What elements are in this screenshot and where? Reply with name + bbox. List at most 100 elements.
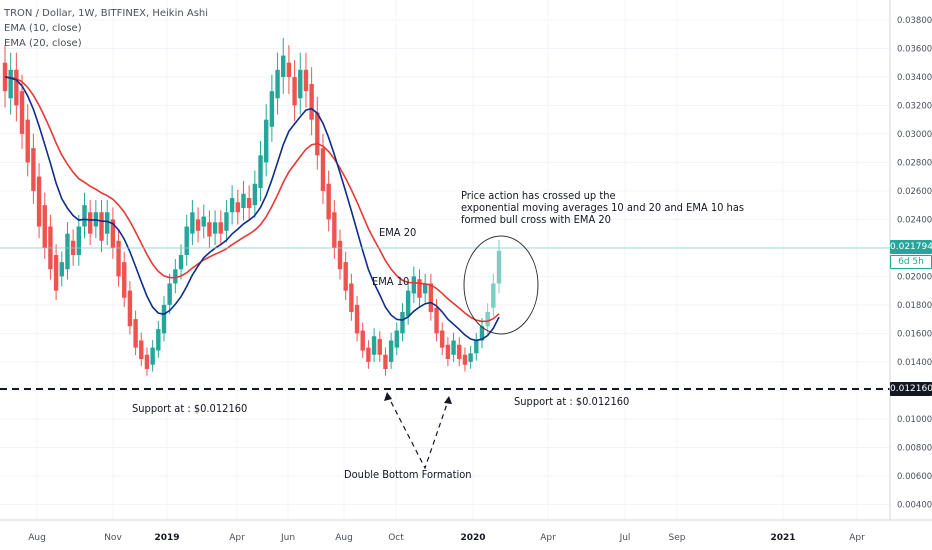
ema20-line	[4, 76, 500, 323]
candle-body	[371, 336, 377, 355]
candle-body	[212, 222, 218, 234]
candle-body	[269, 91, 275, 127]
candle-body	[127, 290, 133, 327]
symbol-title[interactable]: TRON / Dollar, 1W, BITFINEX, Heikin Ashi	[4, 8, 209, 19]
ema20-legend[interactable]: EMA (20, close)	[4, 38, 82, 49]
candle-body	[315, 112, 320, 156]
candle-body	[434, 307, 439, 334]
highlight-circle	[463, 235, 539, 335]
candle-body	[468, 353, 473, 362]
chart-legend: TRON / Dollar, 1W, BITFINEX, Heikin Ashi…	[4, 6, 208, 51]
candle-body	[36, 176, 42, 227]
candle-body	[173, 269, 178, 284]
candle-body	[31, 148, 36, 191]
candle-body	[116, 240, 121, 277]
candle-body	[224, 212, 229, 231]
price-action-line-2: exponential moving averages 10 and 20 an…	[461, 201, 745, 214]
candle-body	[99, 212, 104, 241]
candle-body	[122, 262, 127, 298]
candle-body	[150, 347, 155, 365]
candle-body	[252, 183, 258, 206]
candle-body	[258, 155, 263, 189]
candle-body	[383, 354, 388, 369]
ema10-legend[interactable]: EMA (10, close)	[4, 23, 82, 34]
x-tick-label: 2020	[460, 533, 485, 543]
support-label-right: Support at : $0.012160	[514, 395, 630, 408]
candle-body	[178, 255, 184, 270]
candle-body	[303, 69, 309, 92]
price-action-annotation: Price action has crossed up the exponent…	[461, 190, 744, 226]
ema10-line	[4, 76, 500, 342]
candle-body	[405, 290, 411, 317]
candle-body	[8, 69, 13, 99]
time-axis[interactable]: Aug Nov 2019 Apr Jun Aug Oct 2020 Apr Jul Sep 2021 A…	[28, 533, 865, 543]
candle-body	[417, 279, 422, 298]
x-tick-label: Jun	[280, 533, 295, 543]
candle-body	[428, 283, 434, 312]
candle-body	[105, 212, 110, 234]
current-price-tag: 0.021794	[890, 240, 932, 254]
candle-body	[184, 226, 189, 256]
candle-body	[360, 330, 365, 351]
x-tick-label: Aug	[335, 533, 353, 543]
candle-body	[485, 312, 490, 327]
candle-body	[241, 193, 246, 208]
candle-body	[343, 262, 348, 291]
x-tick-label: Apr	[229, 533, 245, 543]
candle-body	[133, 319, 138, 348]
candle-body	[286, 62, 292, 77]
candle-body	[263, 119, 269, 163]
candle-body	[400, 312, 405, 334]
countdown-tag: 6d 5h	[890, 255, 932, 269]
x-tick-label: Jul	[619, 533, 631, 543]
candle-body	[474, 340, 479, 354]
candle-body	[14, 69, 19, 106]
x-tick-label: Apr	[849, 533, 865, 543]
x-tick-label: 2019	[154, 533, 179, 543]
candle-body	[281, 55, 286, 77]
candle-body	[309, 84, 314, 120]
x-tick-label: Aug	[28, 533, 46, 543]
support-label-left: Support at : $0.012160	[132, 402, 248, 415]
candle-body	[457, 344, 462, 360]
candle-body	[440, 330, 445, 348]
candle-body	[246, 198, 252, 208]
candle-body	[218, 222, 223, 234]
candle-body	[201, 216, 206, 227]
arrow-head-left	[384, 392, 392, 401]
support-price-tag: 0.012160	[890, 382, 932, 396]
candle-body	[167, 283, 172, 305]
x-tick-label: 2021	[770, 533, 795, 543]
candle-body	[195, 219, 201, 231]
candle-body	[326, 183, 331, 220]
candle-body	[394, 330, 399, 348]
candle-body	[229, 198, 235, 213]
ema10-label: EMA 10	[372, 275, 410, 288]
candle-body	[388, 340, 394, 362]
double-bottom-label: Double Bottom Formation	[344, 468, 472, 481]
candle-body	[76, 226, 82, 256]
arrow-head-right	[444, 396, 452, 404]
y-tick-label: 0.038000	[897, 16, 932, 26]
candle-body	[366, 347, 371, 362]
price-action-line-1: Price action has crossed up the	[461, 189, 616, 202]
candle-body	[496, 250, 502, 284]
candle-body	[87, 212, 93, 234]
candle-body	[144, 354, 150, 369]
candle-body	[422, 283, 428, 294]
candle-body	[298, 69, 303, 99]
candle-body	[235, 202, 241, 213]
candle-body	[161, 304, 167, 334]
x-tick-label: Oct	[388, 533, 404, 543]
